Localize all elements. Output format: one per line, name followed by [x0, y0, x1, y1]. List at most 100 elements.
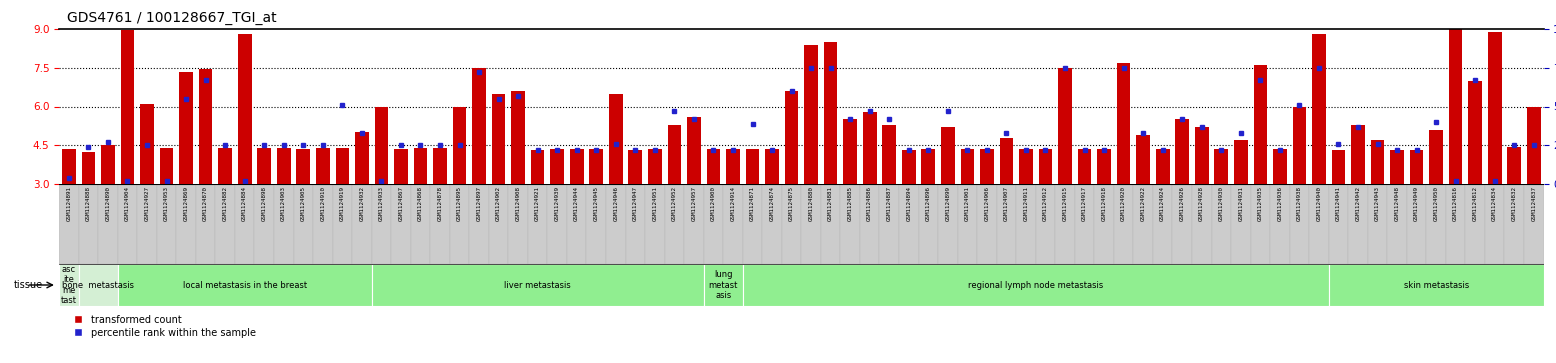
Bar — [1290, 184, 1309, 264]
Bar — [98, 184, 118, 264]
Bar — [882, 125, 896, 184]
Bar — [703, 184, 724, 264]
Bar — [1390, 150, 1404, 184]
Bar — [1234, 140, 1248, 184]
Bar — [121, 30, 134, 184]
Text: GSM1124869: GSM1124869 — [184, 186, 188, 221]
Bar — [1427, 184, 1446, 264]
Bar — [1019, 149, 1033, 184]
Bar — [1351, 125, 1365, 184]
Bar — [1484, 184, 1505, 264]
Bar — [1508, 147, 1522, 184]
Bar — [1153, 184, 1172, 264]
Bar — [1175, 119, 1189, 184]
Bar — [215, 184, 235, 264]
Bar — [218, 148, 232, 184]
Text: GSM1124905: GSM1124905 — [300, 186, 307, 221]
Text: liver metastasis: liver metastasis — [504, 281, 571, 290]
Text: GSM1124948: GSM1124948 — [1394, 186, 1399, 221]
Bar — [569, 149, 584, 184]
Bar — [274, 184, 294, 264]
Bar — [843, 119, 857, 184]
Text: GSM1124918: GSM1124918 — [1102, 186, 1106, 221]
Bar — [1114, 184, 1133, 264]
Bar — [823, 42, 837, 184]
Bar — [781, 184, 801, 264]
Bar — [118, 184, 137, 264]
Bar — [1058, 68, 1072, 184]
Text: GSM1124890: GSM1124890 — [106, 186, 110, 221]
Bar — [1523, 184, 1544, 264]
Bar — [1156, 149, 1170, 184]
Text: GSM1124945: GSM1124945 — [594, 186, 599, 221]
Bar — [960, 149, 974, 184]
Bar — [762, 184, 781, 264]
Bar — [977, 184, 997, 264]
Bar — [394, 149, 408, 184]
Bar — [450, 184, 470, 264]
Bar — [429, 184, 450, 264]
Bar — [1214, 149, 1228, 184]
Bar — [79, 184, 98, 264]
Bar — [1195, 127, 1209, 184]
Bar — [706, 149, 720, 184]
Bar — [1466, 184, 1484, 264]
Text: GSM1124885: GSM1124885 — [848, 186, 853, 221]
Bar — [391, 184, 411, 264]
Text: GSM1124953: GSM1124953 — [163, 186, 170, 221]
Bar — [1136, 135, 1150, 184]
Text: GSM1124875: GSM1124875 — [789, 186, 794, 221]
Bar — [668, 125, 682, 184]
Text: GSM1124936: GSM1124936 — [1277, 186, 1282, 221]
Bar — [316, 148, 330, 184]
Bar — [801, 184, 822, 264]
Bar — [629, 150, 643, 184]
Bar — [512, 91, 524, 184]
Text: asc
ite
me
tast: asc ite me tast — [61, 265, 76, 305]
Text: GSM1124957: GSM1124957 — [691, 186, 697, 221]
Bar — [1407, 184, 1427, 264]
Bar — [548, 184, 566, 264]
Text: GSM1124949: GSM1124949 — [1414, 186, 1419, 221]
Text: GSM1124922: GSM1124922 — [1141, 186, 1145, 221]
Bar — [840, 184, 860, 264]
Bar — [1449, 29, 1463, 184]
Bar — [647, 149, 661, 184]
Bar — [176, 184, 196, 264]
Text: GSM1124920: GSM1124920 — [1122, 186, 1127, 221]
Text: skin metastasis: skin metastasis — [1404, 281, 1469, 290]
Text: GSM1124894: GSM1124894 — [906, 186, 912, 221]
Bar — [492, 94, 506, 184]
Bar — [566, 184, 587, 264]
Bar — [1094, 184, 1114, 264]
Text: GSM1124926: GSM1124926 — [1179, 186, 1184, 221]
Text: GSM1124932: GSM1124932 — [359, 186, 364, 221]
Bar — [1388, 184, 1407, 264]
Text: GSM1124887: GSM1124887 — [887, 186, 892, 221]
Bar — [957, 184, 977, 264]
Bar — [1469, 81, 1481, 184]
Bar — [1332, 150, 1346, 184]
Bar — [1251, 184, 1270, 264]
Bar — [1270, 184, 1290, 264]
Text: GSM1124832: GSM1124832 — [1512, 186, 1517, 221]
Text: GSM1124911: GSM1124911 — [1024, 186, 1029, 221]
Text: GSM1124834: GSM1124834 — [1492, 186, 1497, 221]
Bar — [899, 184, 918, 264]
Bar — [160, 148, 173, 184]
Bar — [255, 184, 274, 264]
Text: GSM1124927: GSM1124927 — [145, 186, 149, 221]
Bar — [1293, 106, 1305, 184]
Bar — [1309, 184, 1329, 264]
Bar — [727, 149, 739, 184]
Text: GSM1124933: GSM1124933 — [380, 186, 384, 221]
Text: GSM1124940: GSM1124940 — [1316, 186, 1321, 221]
Bar — [1312, 34, 1326, 184]
Bar — [1430, 130, 1442, 184]
Bar — [294, 184, 313, 264]
Bar — [860, 184, 879, 264]
Bar — [238, 34, 252, 184]
Bar — [1039, 149, 1052, 184]
Text: GSM1124908: GSM1124908 — [515, 186, 521, 221]
Bar — [938, 184, 957, 264]
